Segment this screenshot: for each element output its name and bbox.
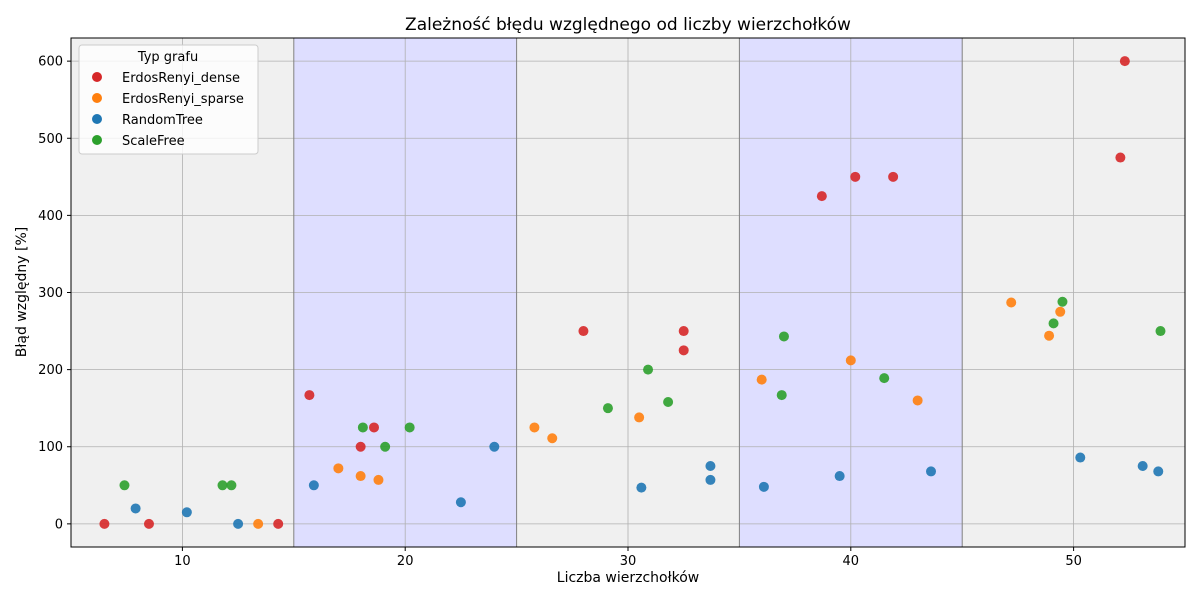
data-point [308, 480, 319, 491]
data-point [489, 441, 500, 452]
legend-title: Typ grafu [137, 50, 198, 65]
series-ErdosRenyi_sparse [253, 297, 1066, 529]
data-point [1044, 330, 1055, 341]
data-point [1153, 466, 1164, 477]
data-point [99, 518, 110, 529]
data-point [705, 474, 716, 485]
legend-marker [92, 93, 102, 103]
y-tick-label: 200 [38, 363, 63, 378]
data-point [850, 171, 861, 182]
data-point [912, 395, 923, 406]
y-tick-label: 100 [38, 440, 63, 455]
data-point [888, 171, 899, 182]
legend-entry-label: ErdosRenyi_dense [122, 71, 240, 86]
data-point [845, 355, 856, 366]
data-point [663, 397, 674, 408]
data-point [578, 326, 589, 337]
band-edge-lines [293, 38, 963, 547]
x-axis-label: Liczba wierzchołków [557, 570, 699, 586]
legend-entry-label: ScaleFree [122, 134, 185, 149]
data-point [380, 441, 391, 452]
data-point [226, 480, 237, 491]
data-point [273, 518, 284, 529]
data-point [816, 191, 827, 202]
data-point [355, 471, 366, 482]
data-point [357, 422, 368, 433]
data-point [1119, 56, 1130, 67]
data-point [181, 507, 192, 518]
data-point [304, 390, 315, 401]
data-point [778, 331, 789, 342]
series-ScaleFree [119, 296, 1166, 491]
data-point [705, 461, 716, 472]
x-tick-label: 20 [397, 554, 414, 569]
x-axis-ticks: 10 20 30 40 50 [174, 547, 1082, 569]
data-point [834, 471, 845, 482]
data-point [926, 466, 937, 477]
data-point [602, 403, 613, 414]
data-point [1155, 326, 1166, 337]
data-point [143, 518, 154, 529]
data-point [1006, 297, 1017, 308]
data-point [776, 390, 787, 401]
y-tick-label: 600 [38, 55, 63, 70]
y-tick-label: 300 [38, 286, 63, 301]
legend[interactable]: Typ grafu ErdosRenyi_dense ErdosRenyi_spa… [78, 44, 259, 155]
data-point [373, 474, 384, 485]
data-point [678, 345, 689, 356]
legend-marker [92, 72, 102, 82]
data-point [217, 480, 228, 491]
y-tick-label: 400 [38, 209, 63, 224]
data-point [1075, 452, 1086, 463]
data-point [678, 326, 689, 337]
data-points [99, 56, 1166, 529]
data-point [758, 481, 769, 492]
data-point [1115, 152, 1126, 163]
data-point [455, 497, 466, 508]
data-point [529, 422, 540, 433]
data-point [355, 441, 366, 452]
data-point [1055, 306, 1066, 317]
y-axis-label: Błąd względny [%] [14, 227, 30, 357]
y-axis-ticks: 0 100 200 300 400 500 600 [38, 55, 71, 532]
data-point [130, 503, 141, 514]
y-tick-label: 0 [55, 517, 63, 532]
y-tick-label: 500 [38, 132, 63, 147]
data-point [1057, 296, 1068, 307]
x-tick-label: 40 [843, 554, 860, 569]
legend-entry-label: ErdosRenyi_sparse [122, 92, 244, 107]
data-point [634, 412, 645, 423]
data-point [547, 433, 558, 444]
series-RandomTree [130, 441, 1164, 529]
data-point [233, 518, 244, 529]
data-point [404, 422, 415, 433]
legend-entry-label: RandomTree [122, 113, 203, 128]
series-ErdosRenyi_dense [99, 56, 1130, 529]
x-tick-label: 10 [174, 554, 191, 569]
data-point [369, 422, 380, 433]
legend-items: ErdosRenyi_dense ErdosRenyi_sparse RandomT… [92, 71, 244, 149]
data-point [756, 374, 767, 385]
x-tick-label: 30 [620, 554, 637, 569]
legend-marker [92, 114, 102, 124]
data-point [636, 482, 647, 493]
data-point [1137, 461, 1148, 472]
chart-title: Zależność błędu względnego od liczby wie… [405, 15, 851, 35]
data-point [1048, 318, 1059, 329]
legend-box [78, 44, 259, 155]
data-point [643, 364, 654, 375]
data-point [119, 480, 130, 491]
legend-marker [92, 135, 102, 145]
data-point [333, 463, 344, 474]
data-point [879, 373, 890, 384]
x-tick-label: 50 [1065, 554, 1082, 569]
data-point [253, 518, 264, 529]
